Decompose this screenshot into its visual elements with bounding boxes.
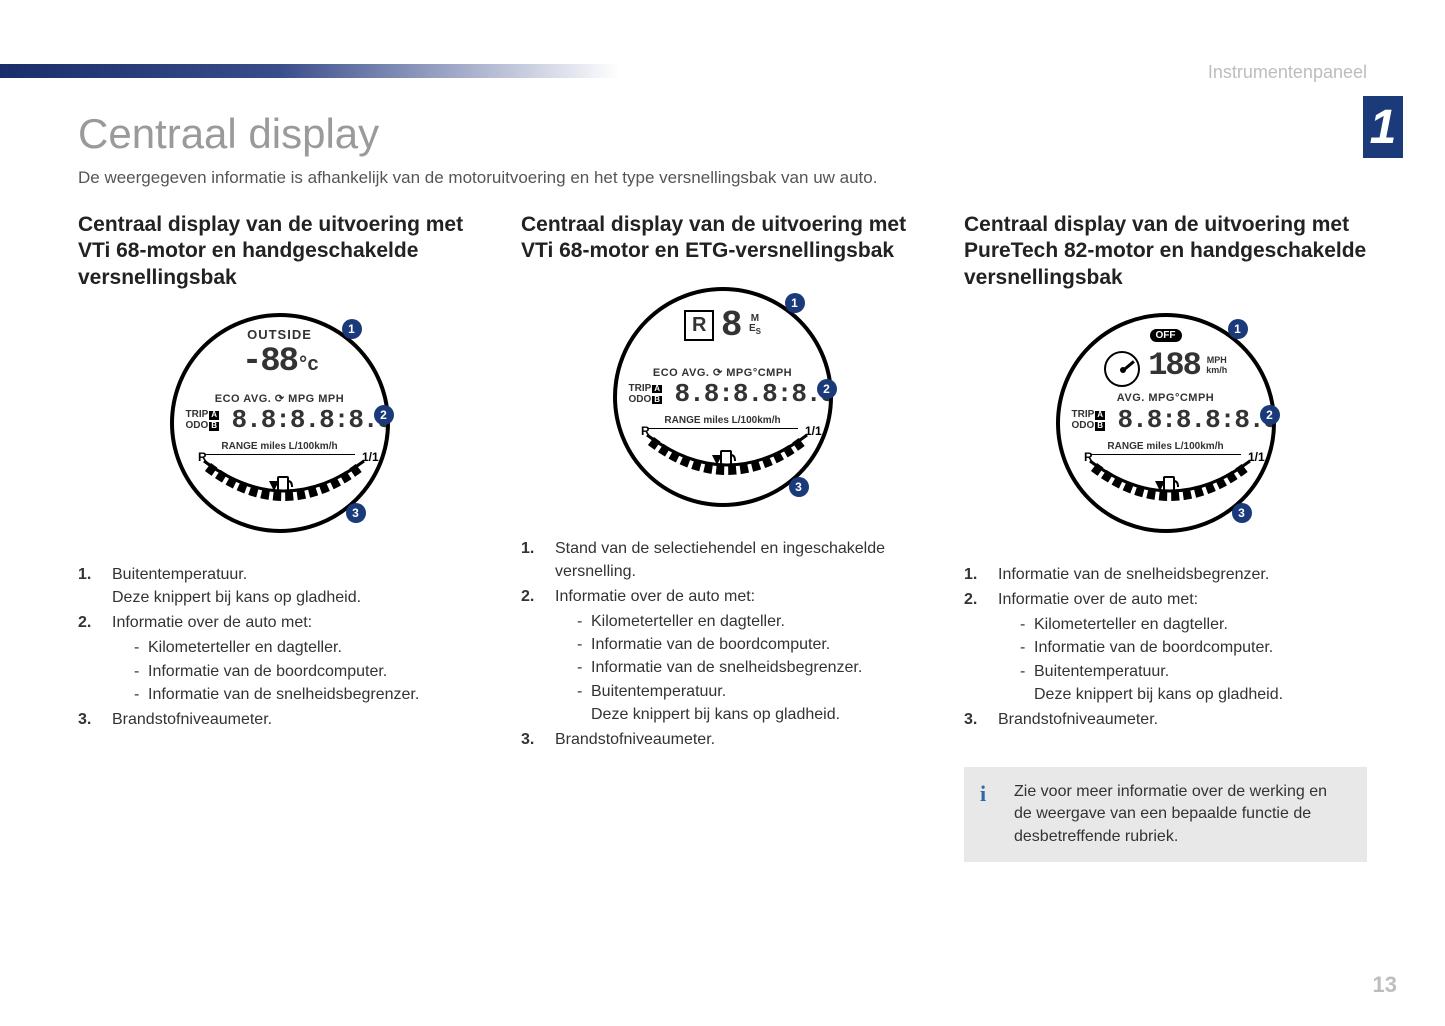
- callout-1: 1: [785, 293, 805, 313]
- sub-item: Informatie van de snelheidsbegrenzer.: [134, 683, 481, 706]
- gear-r-box: R: [684, 310, 714, 341]
- item-text: Brandstofniveaumeter.: [555, 731, 715, 748]
- svg-text:R: R: [641, 425, 650, 438]
- column-title: Centraal display van de uitvoering met P…: [964, 212, 1367, 291]
- gauge-trip-odo: TRIPA ODOB: [1072, 409, 1106, 431]
- list-item: Informatie over de auto met: Kilometertel…: [78, 611, 481, 706]
- item-extra: Deze knippert bij kans op gladheid.: [112, 589, 361, 606]
- gauge-circle: OFF 188 MPHkm/h AVG. MPG°CMPH TRIPA ODOB…: [1056, 313, 1276, 533]
- gauge-mode-row: ECO AVG. ⟳ MPG°CMPH: [617, 366, 829, 379]
- list-item: Stand van de selectiehendel en ingeschak…: [521, 537, 924, 583]
- callout-1: 1: [1228, 319, 1248, 339]
- sub-item: Informatie van de snelheidsbegrenzer.: [577, 656, 924, 679]
- columns-container: Centraal display van de uitvoering met V…: [78, 212, 1367, 862]
- page-title: Centraal display: [78, 110, 1367, 158]
- item-text: Brandstofniveaumeter.: [998, 711, 1158, 728]
- sub-item: Informatie van de boordcomputer.: [134, 660, 481, 683]
- item-text: Buitentemperatuur.: [112, 566, 247, 583]
- item-text: Informatie van de snelheidsbegrenzer.: [998, 566, 1269, 583]
- item-text: Informatie over de auto met:: [998, 591, 1198, 608]
- column-vti-etg: Centraal display van de uitvoering met V…: [521, 212, 924, 862]
- sub-item: Kilometerteller en dagteller.: [1020, 613, 1367, 636]
- gauge-vti-manual: OUTSIDE -88°c ECO AVG. ⟳ MPG MPH TRIPA O…: [170, 313, 390, 533]
- description-list: Stand van de selectiehendel en ingeschak…: [521, 537, 924, 752]
- chapter-number: 1: [1370, 100, 1397, 155]
- info-icon: i: [980, 779, 986, 810]
- sub-item: Kilometerteller en dagteller.: [134, 636, 481, 659]
- column-title: Centraal display van de uitvoering met V…: [78, 212, 481, 291]
- gauge-mode-row: AVG. MPG°CMPH: [1060, 392, 1272, 404]
- gauge-trip-odo: TRIPA ODOB: [186, 409, 220, 431]
- gauge-digits: 8.8:8.8:8.8: [1118, 405, 1276, 435]
- info-box: i Zie voor meer informatie over de werki…: [964, 767, 1367, 862]
- gear-lcd: 8: [721, 305, 743, 346]
- sub-list: Kilometerteller en dagteller.Informatie …: [555, 610, 924, 726]
- speed-unit: MPHkm/h: [1206, 356, 1227, 376]
- list-item: Informatie over de auto met: Kilometertel…: [521, 585, 924, 726]
- column-title: Centraal display van de uitvoering met V…: [521, 212, 924, 265]
- callout-2: 2: [1260, 405, 1280, 425]
- section-label: Instrumentenpaneel: [1208, 62, 1367, 83]
- gauge-digits: 8.8:8.8:8.8: [675, 379, 833, 409]
- gauge-wrap: OUTSIDE -88°c ECO AVG. ⟳ MPG MPH TRIPA O…: [78, 313, 481, 533]
- gauge-digits: 8.8:8.8:8.8: [232, 405, 390, 435]
- callout-3: 3: [1232, 503, 1252, 523]
- gauge-wrap: R 8 MES ECO AVG. ⟳ MPG°CMPH TRIPA ODOB 8…: [521, 287, 924, 507]
- gauge-trip-odo: TRIPA ODOB: [629, 383, 663, 405]
- svg-text:R: R: [198, 451, 207, 464]
- item-text: Informatie over de auto met:: [112, 614, 312, 631]
- gauge-circle: OUTSIDE -88°c ECO AVG. ⟳ MPG MPH TRIPA O…: [170, 313, 390, 533]
- svg-text:1/1: 1/1: [1248, 451, 1265, 464]
- gauge-vti-etg: R 8 MES ECO AVG. ⟳ MPG°CMPH TRIPA ODOB 8…: [613, 287, 833, 507]
- callout-3: 3: [346, 503, 366, 523]
- footer-page-number: 13: [1373, 972, 1397, 998]
- list-item: Informatie over de auto met: Kilometertel…: [964, 588, 1367, 706]
- description-list: Informatie van de snelheidsbegrenzer. Inf…: [964, 563, 1367, 731]
- intro-text: De weergegeven informatie is afhankelijk…: [78, 168, 1367, 188]
- header-accent-bar: [0, 64, 620, 78]
- info-text: Zie voor meer informatie over de werking…: [1014, 783, 1327, 845]
- svg-text:R: R: [1084, 451, 1093, 464]
- list-item: Brandstofniveaumeter.: [521, 728, 924, 751]
- gear-mes: MES: [749, 314, 761, 336]
- callout-1: 1: [342, 319, 362, 339]
- sub-item: Buitentemperatuur.Deze knippert bij kans…: [577, 680, 924, 726]
- sub-item: Kilometerteller en dagteller.: [577, 610, 924, 633]
- item-text: Stand van de selectiehendel en ingeschak…: [555, 540, 885, 580]
- item-text: Brandstofniveaumeter.: [112, 711, 272, 728]
- speedometer-icon: [1104, 351, 1140, 387]
- sub-list: Kilometerteller en dagteller.Informatie …: [112, 636, 481, 706]
- sub-item: Informatie van de boordcomputer.: [577, 633, 924, 656]
- chapter-number-box: 1: [1363, 96, 1403, 158]
- page-content: Centraal display De weergegeven informat…: [78, 110, 1367, 862]
- callout-3: 3: [789, 477, 809, 497]
- sub-item: Buitentemperatuur.Deze knippert bij kans…: [1020, 660, 1367, 706]
- gauge-circle: R 8 MES ECO AVG. ⟳ MPG°CMPH TRIPA ODOB 8…: [613, 287, 833, 507]
- gauge-puretech: OFF 188 MPHkm/h AVG. MPG°CMPH TRIPA ODOB…: [1056, 313, 1276, 533]
- sub-list: Kilometerteller en dagteller.Informatie …: [998, 613, 1367, 706]
- item-text: Informatie over de auto met:: [555, 588, 755, 605]
- column-vti-manual: Centraal display van de uitvoering met V…: [78, 212, 481, 862]
- column-puretech: Centraal display van de uitvoering met P…: [964, 212, 1367, 862]
- svg-text:1/1: 1/1: [805, 425, 822, 438]
- gauge-mode-row: ECO AVG. ⟳ MPG MPH: [174, 392, 386, 405]
- list-item: Buitentemperatuur. Deze knippert bij kans…: [78, 563, 481, 609]
- off-badge: OFF: [1150, 329, 1182, 342]
- list-item: Brandstofniveaumeter.: [964, 708, 1367, 731]
- gauge-wrap: OFF 188 MPHkm/h AVG. MPG°CMPH TRIPA ODOB…: [964, 313, 1367, 533]
- list-item: Brandstofniveaumeter.: [78, 708, 481, 731]
- callout-2: 2: [374, 405, 394, 425]
- speed-value: 188: [1148, 347, 1200, 384]
- list-item: Informatie van de snelheidsbegrenzer.: [964, 563, 1367, 586]
- sub-item: Informatie van de boordcomputer.: [1020, 636, 1367, 659]
- description-list: Buitentemperatuur. Deze knippert bij kans…: [78, 563, 481, 731]
- gauge-temperature: -88°c: [174, 343, 386, 381]
- callout-2: 2: [817, 379, 837, 399]
- svg-text:1/1: 1/1: [362, 451, 379, 464]
